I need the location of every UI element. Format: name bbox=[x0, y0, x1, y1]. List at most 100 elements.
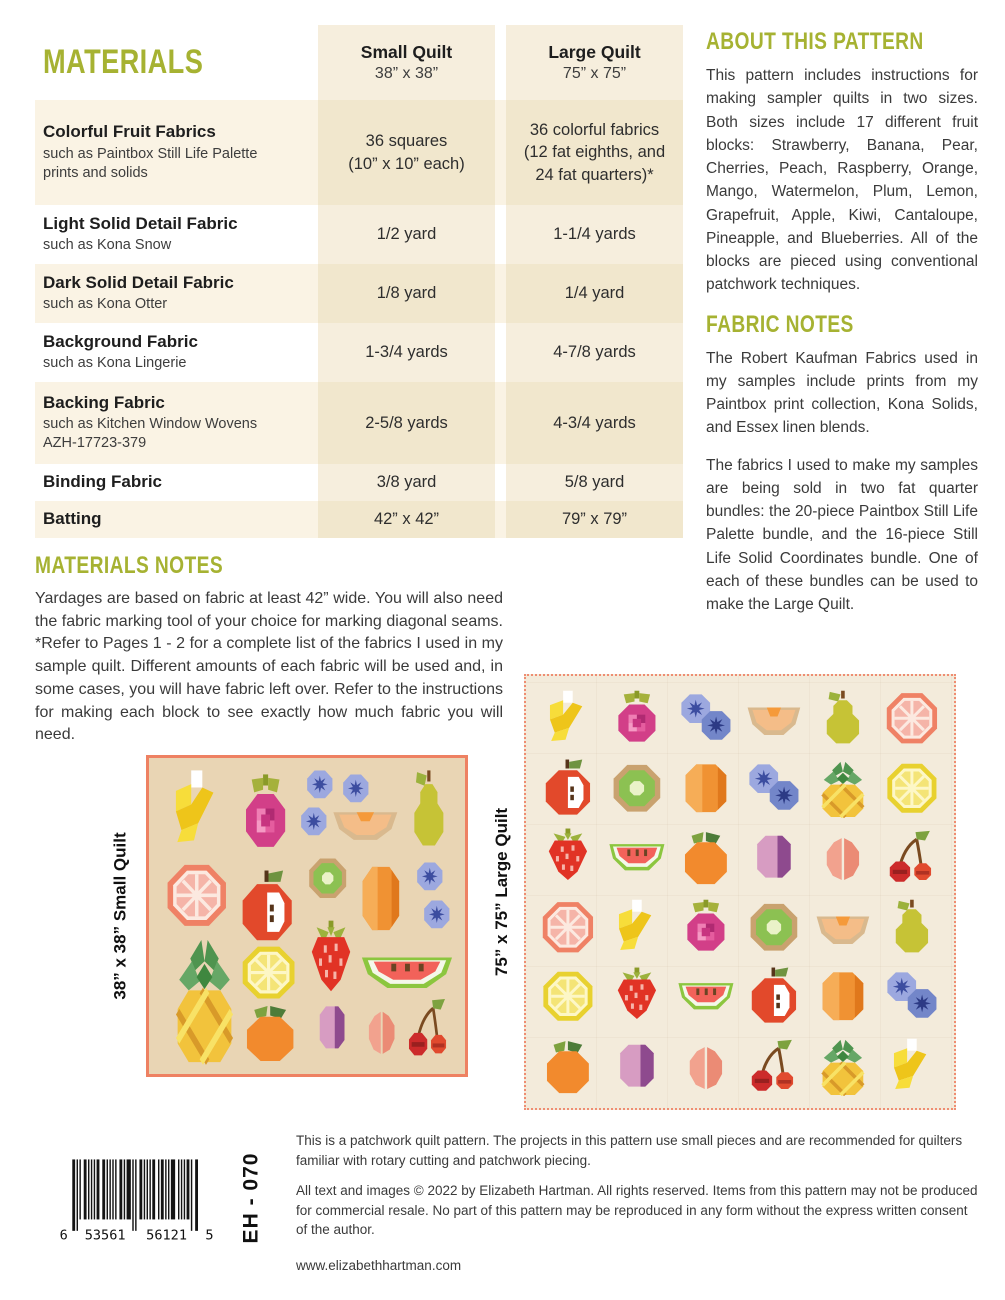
fruit-block-strawberry bbox=[536, 825, 600, 890]
table-row: Light Solid Detail Fabric such as Kona S… bbox=[35, 205, 683, 264]
large-quilt-value: 36 colorful fabrics (12 fat eighths, and… bbox=[506, 100, 683, 205]
fruit-block-apple bbox=[742, 964, 806, 1029]
fruit-block-grapefruit bbox=[880, 686, 944, 751]
barcode-group1: 53561 bbox=[85, 1227, 126, 1243]
fruit-block-banana bbox=[605, 895, 669, 960]
fruit-block-blueberries bbox=[742, 756, 806, 821]
fruit-block-watermelon bbox=[358, 938, 456, 1008]
fruit-block-pear bbox=[402, 767, 456, 852]
fruit-block-mango bbox=[811, 964, 875, 1029]
large-quilt-value: 1-1/4 yards bbox=[506, 205, 683, 264]
fruit-block-grapefruit bbox=[162, 859, 232, 932]
fruit-block-banana bbox=[536, 686, 600, 751]
large-quilt-value: 4-7/8 yards bbox=[506, 323, 683, 382]
fruit-block-blueberry bbox=[304, 767, 336, 802]
fabric-name: Binding Fabric bbox=[43, 472, 162, 492]
fruit-block-peach bbox=[811, 825, 875, 890]
sku-wrap: EH - 070 bbox=[228, 1140, 274, 1256]
fruit-block-cantaloupe bbox=[329, 793, 402, 853]
fabric-name: Background Fabric bbox=[43, 331, 198, 351]
fruit-block-banana bbox=[162, 767, 232, 852]
small-quilt-value: 3/8 yard bbox=[318, 464, 495, 501]
footer-text: This is a patchwork quilt pattern. The p… bbox=[296, 1131, 980, 1286]
fruit-block-orange bbox=[237, 1001, 303, 1064]
fruit-block-plum bbox=[605, 1034, 669, 1099]
fabric-name: Colorful Fruit Fabrics bbox=[43, 122, 216, 142]
table-row: Dark Solid Detail Fabric such as Kona Ot… bbox=[35, 264, 683, 323]
fruit-block-orange bbox=[536, 1034, 600, 1099]
fabric-notes-paragraph: The fabrics I used to make my samples ar… bbox=[706, 456, 978, 614]
fruit-block-raspberry bbox=[234, 771, 297, 856]
fruit-block-orange bbox=[674, 825, 738, 890]
large-quilt-value: 4-3/4 yards bbox=[506, 382, 683, 464]
table-row: Colorful Fruit Fabrics such as Paintbox … bbox=[35, 100, 683, 205]
fruit-block-watermelon bbox=[605, 825, 669, 890]
fruit-block-watermelon bbox=[674, 964, 738, 1029]
fabric-name: Backing Fabric bbox=[43, 392, 165, 412]
fruit-block-lemon bbox=[536, 964, 600, 1029]
fabric-name: Batting bbox=[43, 509, 102, 529]
website-url: www.elizabethhartman.com bbox=[296, 1257, 462, 1273]
large-quilt-blocks bbox=[536, 686, 944, 1098]
materials-title: MATERIALS bbox=[43, 43, 204, 81]
large-quilt-label: 75” x 75” Large Quilt bbox=[492, 807, 511, 977]
fruit-block-mango bbox=[674, 756, 738, 821]
small-quilt-value: 42” x 42” bbox=[318, 501, 495, 538]
large-quilt-photo bbox=[524, 674, 956, 1110]
materials-notes-body: Yardages are based on fabric at least 42… bbox=[35, 590, 503, 744]
large-quilt-label-wrap: 75” x 75” Large Quilt bbox=[484, 674, 520, 1110]
fruit-block-raspberry bbox=[605, 686, 669, 751]
fruit-block-kiwi bbox=[742, 895, 806, 960]
barcode-left-digit: 6 bbox=[60, 1227, 68, 1243]
fabric-note: such as Kitchen Window Wovens AZH-17723-… bbox=[43, 416, 258, 452]
barcode-bars bbox=[72, 1159, 198, 1231]
fabric-note: such as Paintbox Still Life Palette prin… bbox=[43, 145, 258, 181]
fabric-name: Dark Solid Detail Fabric bbox=[43, 272, 234, 292]
fruit-block-pineapple bbox=[811, 1034, 875, 1099]
fruit-block-kiwi bbox=[304, 853, 351, 904]
large-quilt-column-label: Large Quilt bbox=[548, 42, 641, 62]
large-quilt-value: 5/8 yard bbox=[506, 464, 683, 501]
fruit-block-blueberry bbox=[421, 897, 453, 932]
small-quilt-column-label: Small Quilt bbox=[360, 42, 453, 62]
table-row: Binding Fabric 3/8 yard 5/8 yard bbox=[35, 464, 683, 501]
fabric-name: Light Solid Detail Fabric bbox=[43, 213, 238, 233]
small-quilt-diagram bbox=[146, 755, 468, 1077]
fabric-notes-section: FABRIC NOTES The Robert Kaufman Fabrics … bbox=[706, 311, 978, 617]
fruit-block-raspberry bbox=[674, 895, 738, 960]
small-quilt-label: 38” x 38” Small Quilt bbox=[111, 832, 130, 1000]
materials-title-cell: MATERIALS bbox=[35, 25, 318, 100]
fabric-notes-paragraph: The Robert Kaufman Fabrics used in my sa… bbox=[706, 349, 978, 437]
column-header-large-quilt: Large Quilt 75” x 75” bbox=[506, 25, 683, 100]
large-quilt-column-size: 75” x 75” bbox=[562, 65, 627, 82]
barcode-group2: 56121 bbox=[146, 1227, 187, 1243]
column-header-small-quilt: Small Quilt 38” x 38” bbox=[318, 25, 495, 100]
fruit-block-apple bbox=[234, 869, 300, 945]
fruit-block-strawberry bbox=[301, 919, 361, 1001]
small-quilt-value: 36 squares (10” x 10” each) bbox=[318, 100, 495, 205]
fruit-block-blueberry bbox=[340, 771, 372, 806]
footer-paragraph: This is a patchwork quilt pattern. The p… bbox=[296, 1133, 963, 1168]
fruit-block-cherries bbox=[742, 1034, 806, 1099]
table-header-row: MATERIALS Small Quilt 38” x 38” Large Qu… bbox=[35, 25, 683, 100]
fabric-notes-title: FABRIC NOTES bbox=[706, 310, 854, 338]
fabric-note: such as Kona Lingerie bbox=[43, 355, 187, 372]
fruit-block-apple bbox=[536, 756, 600, 821]
fruit-block-blueberry bbox=[298, 804, 330, 839]
right-column: ABOUT THIS PATTERN This pattern includes… bbox=[706, 28, 978, 630]
small-quilt-column-size: 38” x 38” bbox=[374, 65, 439, 82]
footer-paragraph: All text and images © 2022 by Elizabeth … bbox=[296, 1183, 978, 1238]
small-quilt-value: 2-5/8 yards bbox=[318, 382, 495, 464]
fruit-block-plum bbox=[742, 825, 806, 890]
materials-table: MATERIALS Small Quilt 38” x 38” Large Qu… bbox=[35, 25, 683, 538]
fruit-block-peach bbox=[674, 1034, 738, 1099]
small-quilt-value: 1/2 yard bbox=[318, 205, 495, 264]
about-body: This pattern includes instructions for m… bbox=[706, 67, 978, 294]
fruit-block-peach bbox=[358, 1001, 405, 1061]
barcode-right-digit: 5 bbox=[205, 1227, 213, 1243]
fruit-block-pineapple bbox=[165, 932, 244, 1065]
barcode: 6 53561 56121 5 bbox=[58, 1140, 218, 1256]
fabric-note: such as Kona Otter bbox=[43, 296, 168, 313]
fruit-block-banana bbox=[880, 1034, 944, 1099]
